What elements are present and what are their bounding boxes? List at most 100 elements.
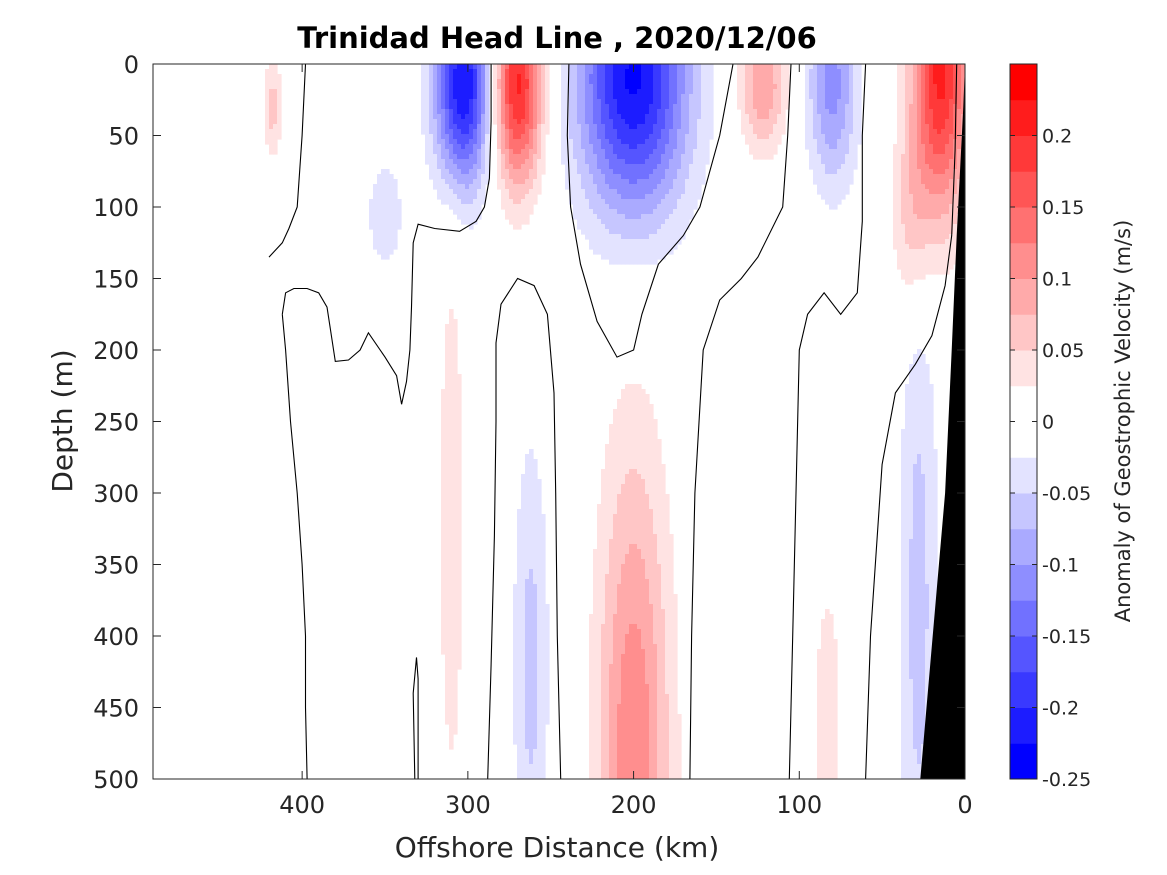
velocity-cell	[949, 159, 954, 180]
velocity-cell	[661, 464, 666, 610]
colorbar-swatch	[1010, 99, 1037, 136]
velocity-cell	[905, 244, 910, 285]
velocity-cell	[449, 309, 454, 750]
velocity-cell	[453, 99, 458, 125]
velocity-cell	[669, 189, 674, 215]
velocity-cell	[597, 139, 602, 170]
velocity-cell	[845, 64, 850, 105]
velocity-cell	[445, 134, 450, 150]
velocity-cell	[581, 189, 586, 235]
velocity-cell	[645, 239, 650, 265]
velocity-cell	[765, 139, 770, 160]
velocity-cell	[949, 234, 954, 270]
velocity-cell	[597, 504, 602, 779]
velocity-cell	[381, 169, 386, 260]
velocity-cell	[845, 104, 850, 155]
velocity-cell	[613, 174, 618, 190]
velocity-cell	[545, 604, 550, 725]
velocity-cell	[649, 134, 654, 155]
colorbar-swatch	[1010, 385, 1037, 422]
velocity-cell	[573, 159, 578, 220]
velocity-cell	[913, 214, 918, 250]
velocity-cell	[681, 94, 686, 155]
velocity-cell	[645, 64, 650, 115]
velocity-cell	[621, 159, 626, 180]
velocity-cell	[445, 184, 450, 205]
velocity-cell	[629, 239, 634, 265]
velocity-cell	[609, 169, 614, 190]
velocity-cell	[921, 219, 926, 250]
velocity-cell	[629, 219, 634, 240]
velocity-cell	[929, 64, 934, 110]
velocity-cell	[781, 64, 786, 135]
velocity-cell	[513, 169, 518, 185]
x-tick-label: 400	[279, 791, 325, 819]
velocity-cell	[945, 169, 950, 190]
colorbar-title: Anomaly of Geostrophic Velocity (m/s)	[1111, 220, 1135, 623]
velocity-cell	[441, 139, 446, 160]
velocity-cell	[649, 604, 654, 779]
velocity-cell	[585, 124, 590, 165]
velocity-cell	[601, 469, 606, 625]
velocity-cell	[661, 64, 666, 130]
velocity-cell	[633, 199, 638, 220]
velocity-cell	[605, 204, 610, 230]
velocity-cell	[473, 199, 478, 225]
velocity-cell	[529, 169, 534, 190]
velocity-cell	[669, 534, 674, 779]
velocity-cell	[645, 214, 650, 240]
velocity-cell	[677, 129, 682, 170]
velocity-cell	[589, 74, 594, 85]
velocity-cell	[829, 614, 834, 779]
velocity-cell	[677, 714, 682, 779]
velocity-cell	[581, 64, 586, 150]
velocity-cell	[533, 154, 538, 180]
velocity-cell	[453, 154, 458, 165]
velocity-cell	[509, 199, 514, 225]
velocity-cell	[613, 189, 618, 210]
velocity-cell	[617, 159, 622, 175]
velocity-cell	[613, 64, 618, 100]
velocity-cell	[913, 749, 918, 779]
velocity-cell	[529, 129, 534, 150]
velocity-cell	[537, 159, 542, 195]
velocity-cell	[617, 114, 622, 140]
velocity-cell	[621, 119, 626, 145]
velocity-cell	[657, 439, 662, 565]
velocity-cell	[945, 214, 950, 240]
velocity-cell	[677, 64, 682, 130]
velocity-cell	[841, 64, 846, 130]
velocity-cell	[649, 214, 654, 235]
x-axis-title: Offshore Distance (km)	[395, 831, 720, 864]
velocity-cell	[537, 64, 542, 125]
velocity-cell	[653, 644, 658, 779]
velocity-cell	[945, 64, 950, 120]
y-axis: 0 50 100 150 200 250 300 350 400 450 500	[93, 51, 965, 794]
velocity-cell	[921, 144, 926, 185]
velocity-cell	[529, 764, 534, 779]
velocity-cell	[677, 199, 682, 245]
velocity-cell	[901, 429, 906, 779]
velocity-cell	[941, 99, 946, 130]
velocity-cell	[517, 204, 522, 230]
velocity-cell	[665, 694, 670, 779]
velocity-cell	[641, 144, 646, 165]
velocity-cell	[517, 139, 522, 155]
velocity-cell	[505, 64, 510, 70]
velocity-cell	[517, 154, 522, 170]
velocity-cell	[621, 654, 626, 779]
velocity-cell	[617, 139, 622, 160]
x-tick-label: 300	[445, 791, 491, 819]
velocity-cell	[453, 69, 458, 100]
velocity-cell	[605, 444, 610, 575]
velocity-cell	[741, 64, 746, 135]
velocity-cell	[669, 64, 674, 130]
velocity-cell	[465, 134, 470, 145]
velocity-cell	[809, 99, 814, 170]
velocity-cell	[593, 64, 598, 125]
y-tick-label: 350	[93, 552, 139, 580]
velocity-cell	[933, 64, 938, 85]
velocity-cell	[953, 169, 958, 195]
velocity-cell	[477, 124, 482, 150]
velocity-cell	[929, 194, 934, 220]
